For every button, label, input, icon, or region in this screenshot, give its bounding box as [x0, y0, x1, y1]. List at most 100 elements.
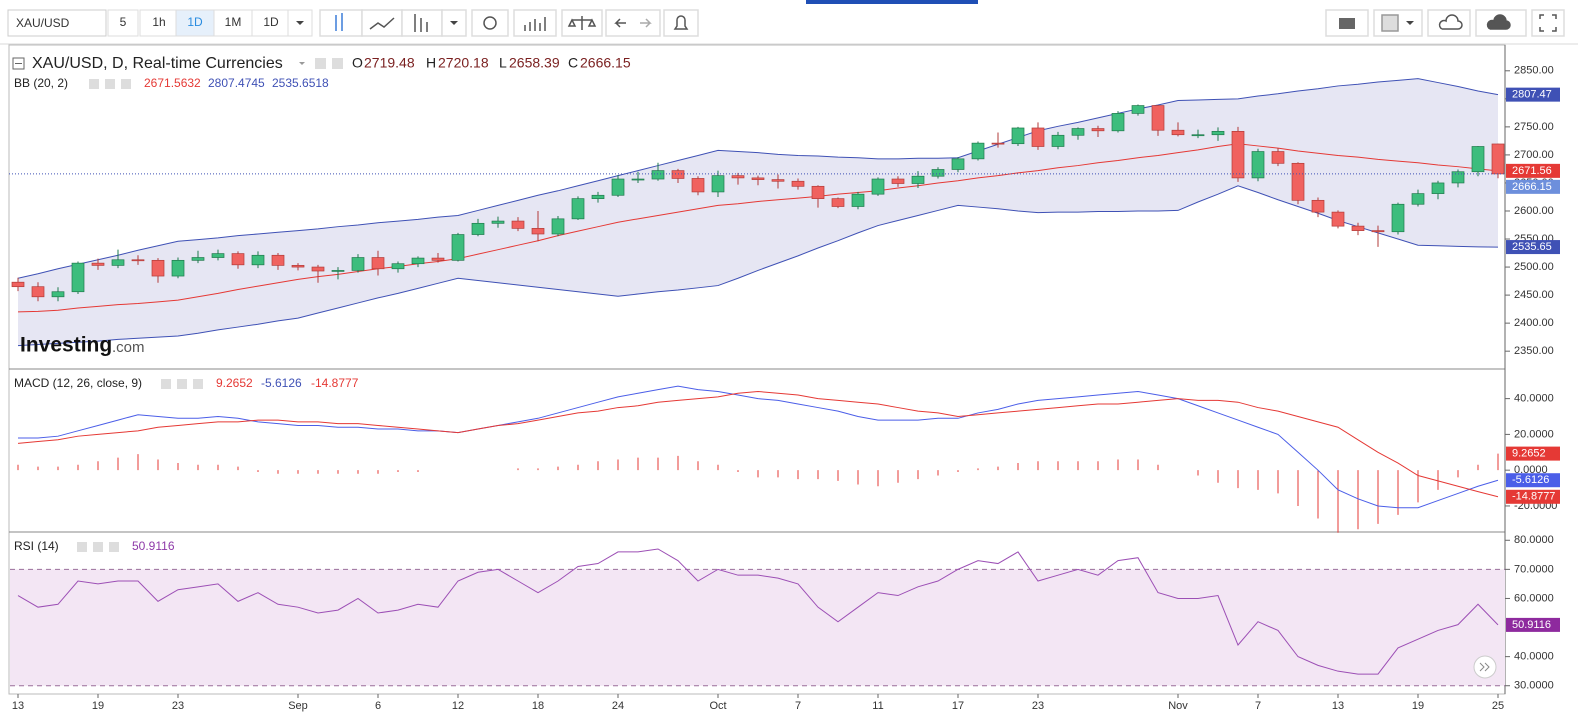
- ohlc-label: C: [568, 55, 578, 71]
- interval-group: 5 1h 1D 1M 1D: [107, 9, 291, 37]
- icon-cloud: [1438, 14, 1463, 30]
- x-tick-label: 24: [612, 700, 624, 712]
- interval-button[interactable]: [251, 9, 291, 37]
- indicator-title: MACD (12, 26, close, 9): [14, 376, 142, 390]
- legend-icon[interactable]: [77, 542, 87, 552]
- interval-button[interactable]: [139, 9, 179, 37]
- tool-fullscreen[interactable]: [1531, 9, 1565, 37]
- legend-icon[interactable]: [177, 379, 187, 389]
- symbol-box[interactable]: [7, 9, 107, 37]
- scroll-button[interactable]: [1473, 655, 1497, 679]
- candle-body: [271, 254, 285, 266]
- ohlc-value: 2719.48: [364, 55, 415, 71]
- x-tick-label: Sep: [288, 700, 308, 712]
- icon-line: [369, 17, 395, 30]
- candle-body: [691, 178, 705, 193]
- candle-body: [731, 175, 745, 179]
- y-tick-label: 40.0000: [1514, 393, 1554, 405]
- interval-button[interactable]: [175, 9, 215, 37]
- value-badge-label: -14.8777: [1512, 491, 1555, 503]
- legend-icon[interactable]: [193, 379, 203, 389]
- candle-body: [371, 257, 385, 270]
- candle-body: [671, 170, 685, 179]
- candle-body: [1291, 162, 1305, 201]
- tool-alert[interactable]: [663, 9, 699, 37]
- legend-icon[interactable]: [105, 79, 115, 89]
- candle-body: [711, 175, 725, 193]
- candle-body: [831, 198, 845, 207]
- ohlc-label: H: [426, 55, 436, 71]
- candle-body: [1491, 143, 1505, 175]
- macd-line: [18, 385, 1499, 509]
- y-tick-label: 80.0000: [1514, 534, 1554, 546]
- y-tick-label: 20.0000: [1514, 428, 1554, 440]
- candle-body: [451, 234, 465, 261]
- x-tick-label: 12: [452, 700, 464, 712]
- candle-body: [151, 259, 165, 277]
- interval-label: 5: [120, 15, 127, 29]
- candle-body: [531, 228, 545, 235]
- candle-body: [1371, 230, 1385, 233]
- candle-body: [251, 254, 265, 266]
- y-tick-label: 2600.00: [1514, 205, 1554, 217]
- legend-value: 2807.4745: [208, 76, 265, 90]
- tool-indicator[interactable]: [401, 9, 443, 37]
- candle-body: [1431, 182, 1445, 194]
- value-badge-label: 2666.15: [1512, 181, 1552, 193]
- candle-body: [611, 178, 625, 196]
- legend-icon[interactable]: [93, 542, 103, 552]
- icon-cloud: [1486, 14, 1511, 30]
- candle-body: [551, 218, 565, 235]
- legend-icon[interactable]: [332, 58, 343, 69]
- plot-layers: 2350.002400.002450.002500.002550.002600.…: [9, 65, 1560, 712]
- candle-body: [631, 178, 645, 181]
- tool-dropdown[interactable]: [441, 9, 467, 37]
- value-badge: [1506, 446, 1560, 461]
- candle-body: [851, 193, 865, 207]
- candle-body: [471, 222, 485, 235]
- legend-value: 50.9116: [132, 539, 175, 553]
- icon-indicator: [414, 14, 428, 32]
- candle-body: [391, 263, 405, 270]
- candle-body: [1171, 129, 1185, 136]
- legend-icon[interactable]: [161, 379, 171, 389]
- rsi-band: [10, 569, 1505, 686]
- candle-body: [951, 158, 965, 170]
- ohlc-value: 2720.18: [438, 55, 489, 71]
- candle-body: [51, 291, 65, 298]
- legend-icon[interactable]: [315, 58, 326, 69]
- tool-cloud-load[interactable]: [1427, 9, 1471, 37]
- y-tick-label: 2850.00: [1514, 65, 1554, 77]
- value-badge: [1506, 179, 1560, 194]
- ohlc-label: L: [499, 55, 507, 71]
- legend-icon[interactable]: [121, 79, 131, 89]
- collapse-box[interactable]: [12, 57, 25, 70]
- value-badge-label: 2671.56: [1512, 165, 1552, 177]
- candle-body: [931, 169, 945, 177]
- value-badge-label: -5.6126: [1512, 474, 1549, 486]
- tool-candles[interactable]: [319, 9, 363, 37]
- y-tick-label: 2500.00: [1514, 261, 1554, 273]
- candle-body: [651, 170, 665, 180]
- tool-settings[interactable]: [471, 9, 509, 37]
- legend-icon[interactable]: [109, 542, 119, 552]
- candle-body: [171, 259, 185, 277]
- watermark: Investing: [20, 334, 112, 357]
- candle-body: [231, 253, 245, 266]
- x-tick-label: 23: [1032, 700, 1044, 712]
- icon-scale: [567, 16, 597, 30]
- icon-gear: [483, 16, 497, 30]
- interval-button[interactable]: [107, 9, 139, 37]
- value-badge: [1506, 489, 1560, 504]
- title-dropdown: [299, 62, 305, 65]
- band-line: [17, 185, 1499, 347]
- legend-icon[interactable]: [89, 79, 99, 89]
- candle-body: [991, 142, 1005, 145]
- symbol: XAU/USD: [16, 16, 70, 30]
- candle-body: [1011, 127, 1025, 145]
- candle-body: [491, 220, 505, 224]
- tool-line[interactable]: [361, 9, 403, 37]
- icon-redo: [640, 18, 652, 28]
- tool-undo-redo[interactable]: [605, 9, 661, 37]
